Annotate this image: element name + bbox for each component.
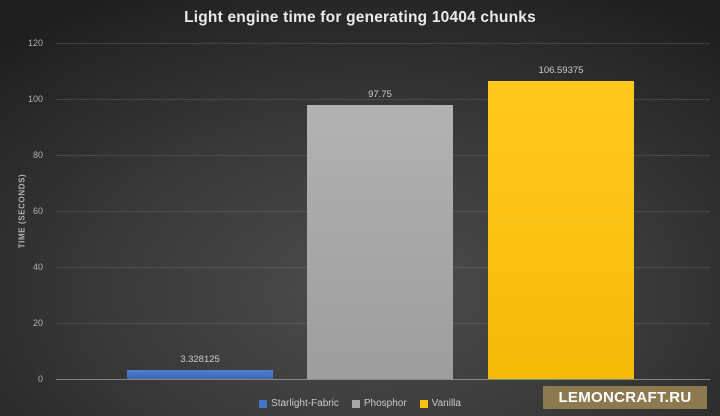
legend-label: Phosphor (363, 398, 407, 409)
legend-label: Starlight-Fabric (271, 398, 339, 409)
legend-item-phosphor: Phosphor (351, 398, 407, 409)
legend: Starlight-Fabric Phosphor Vanilla (0, 398, 720, 409)
legend-swatch-icon (419, 399, 428, 408)
watermark: LEMONCRAFT.RU (543, 386, 707, 409)
y-tick-label: 40 (32, 262, 43, 272)
legend-item-starlight-fabric: Starlight-Fabric (259, 398, 339, 409)
x-axis-line (56, 379, 710, 380)
bar-value-label: 3.328125 (180, 353, 220, 365)
gridline (56, 99, 710, 100)
y-tick-label: 120 (27, 38, 43, 48)
watermark-text: LEMONCRAFT.RU (558, 389, 692, 406)
y-tick-label: 60 (32, 206, 43, 216)
bar-starlight-fabric (127, 369, 273, 379)
bar-vanilla (488, 80, 634, 379)
gridline (56, 43, 710, 44)
legend-swatch-icon (259, 399, 268, 408)
chart-title: Light engine time for generating 10404 c… (184, 9, 536, 26)
y-tick-label: 100 (27, 94, 43, 104)
legend-label: Vanilla (431, 398, 461, 409)
bar-phosphor (307, 105, 453, 379)
y-tick-label: 0 (37, 374, 43, 384)
y-tick-label: 80 (32, 150, 43, 160)
y-tick-label: 20 (32, 318, 43, 328)
bar-value-label: 97.75 (368, 89, 392, 101)
gridline (56, 379, 710, 380)
bar-value-label: 106.59375 (538, 64, 584, 76)
legend-item-vanilla: Vanilla (419, 398, 461, 409)
plot-area: 0 20 40 60 80 100 120 3.328125 97.75 106.59375 (28, 38, 710, 384)
legend-swatch-icon (351, 399, 360, 408)
